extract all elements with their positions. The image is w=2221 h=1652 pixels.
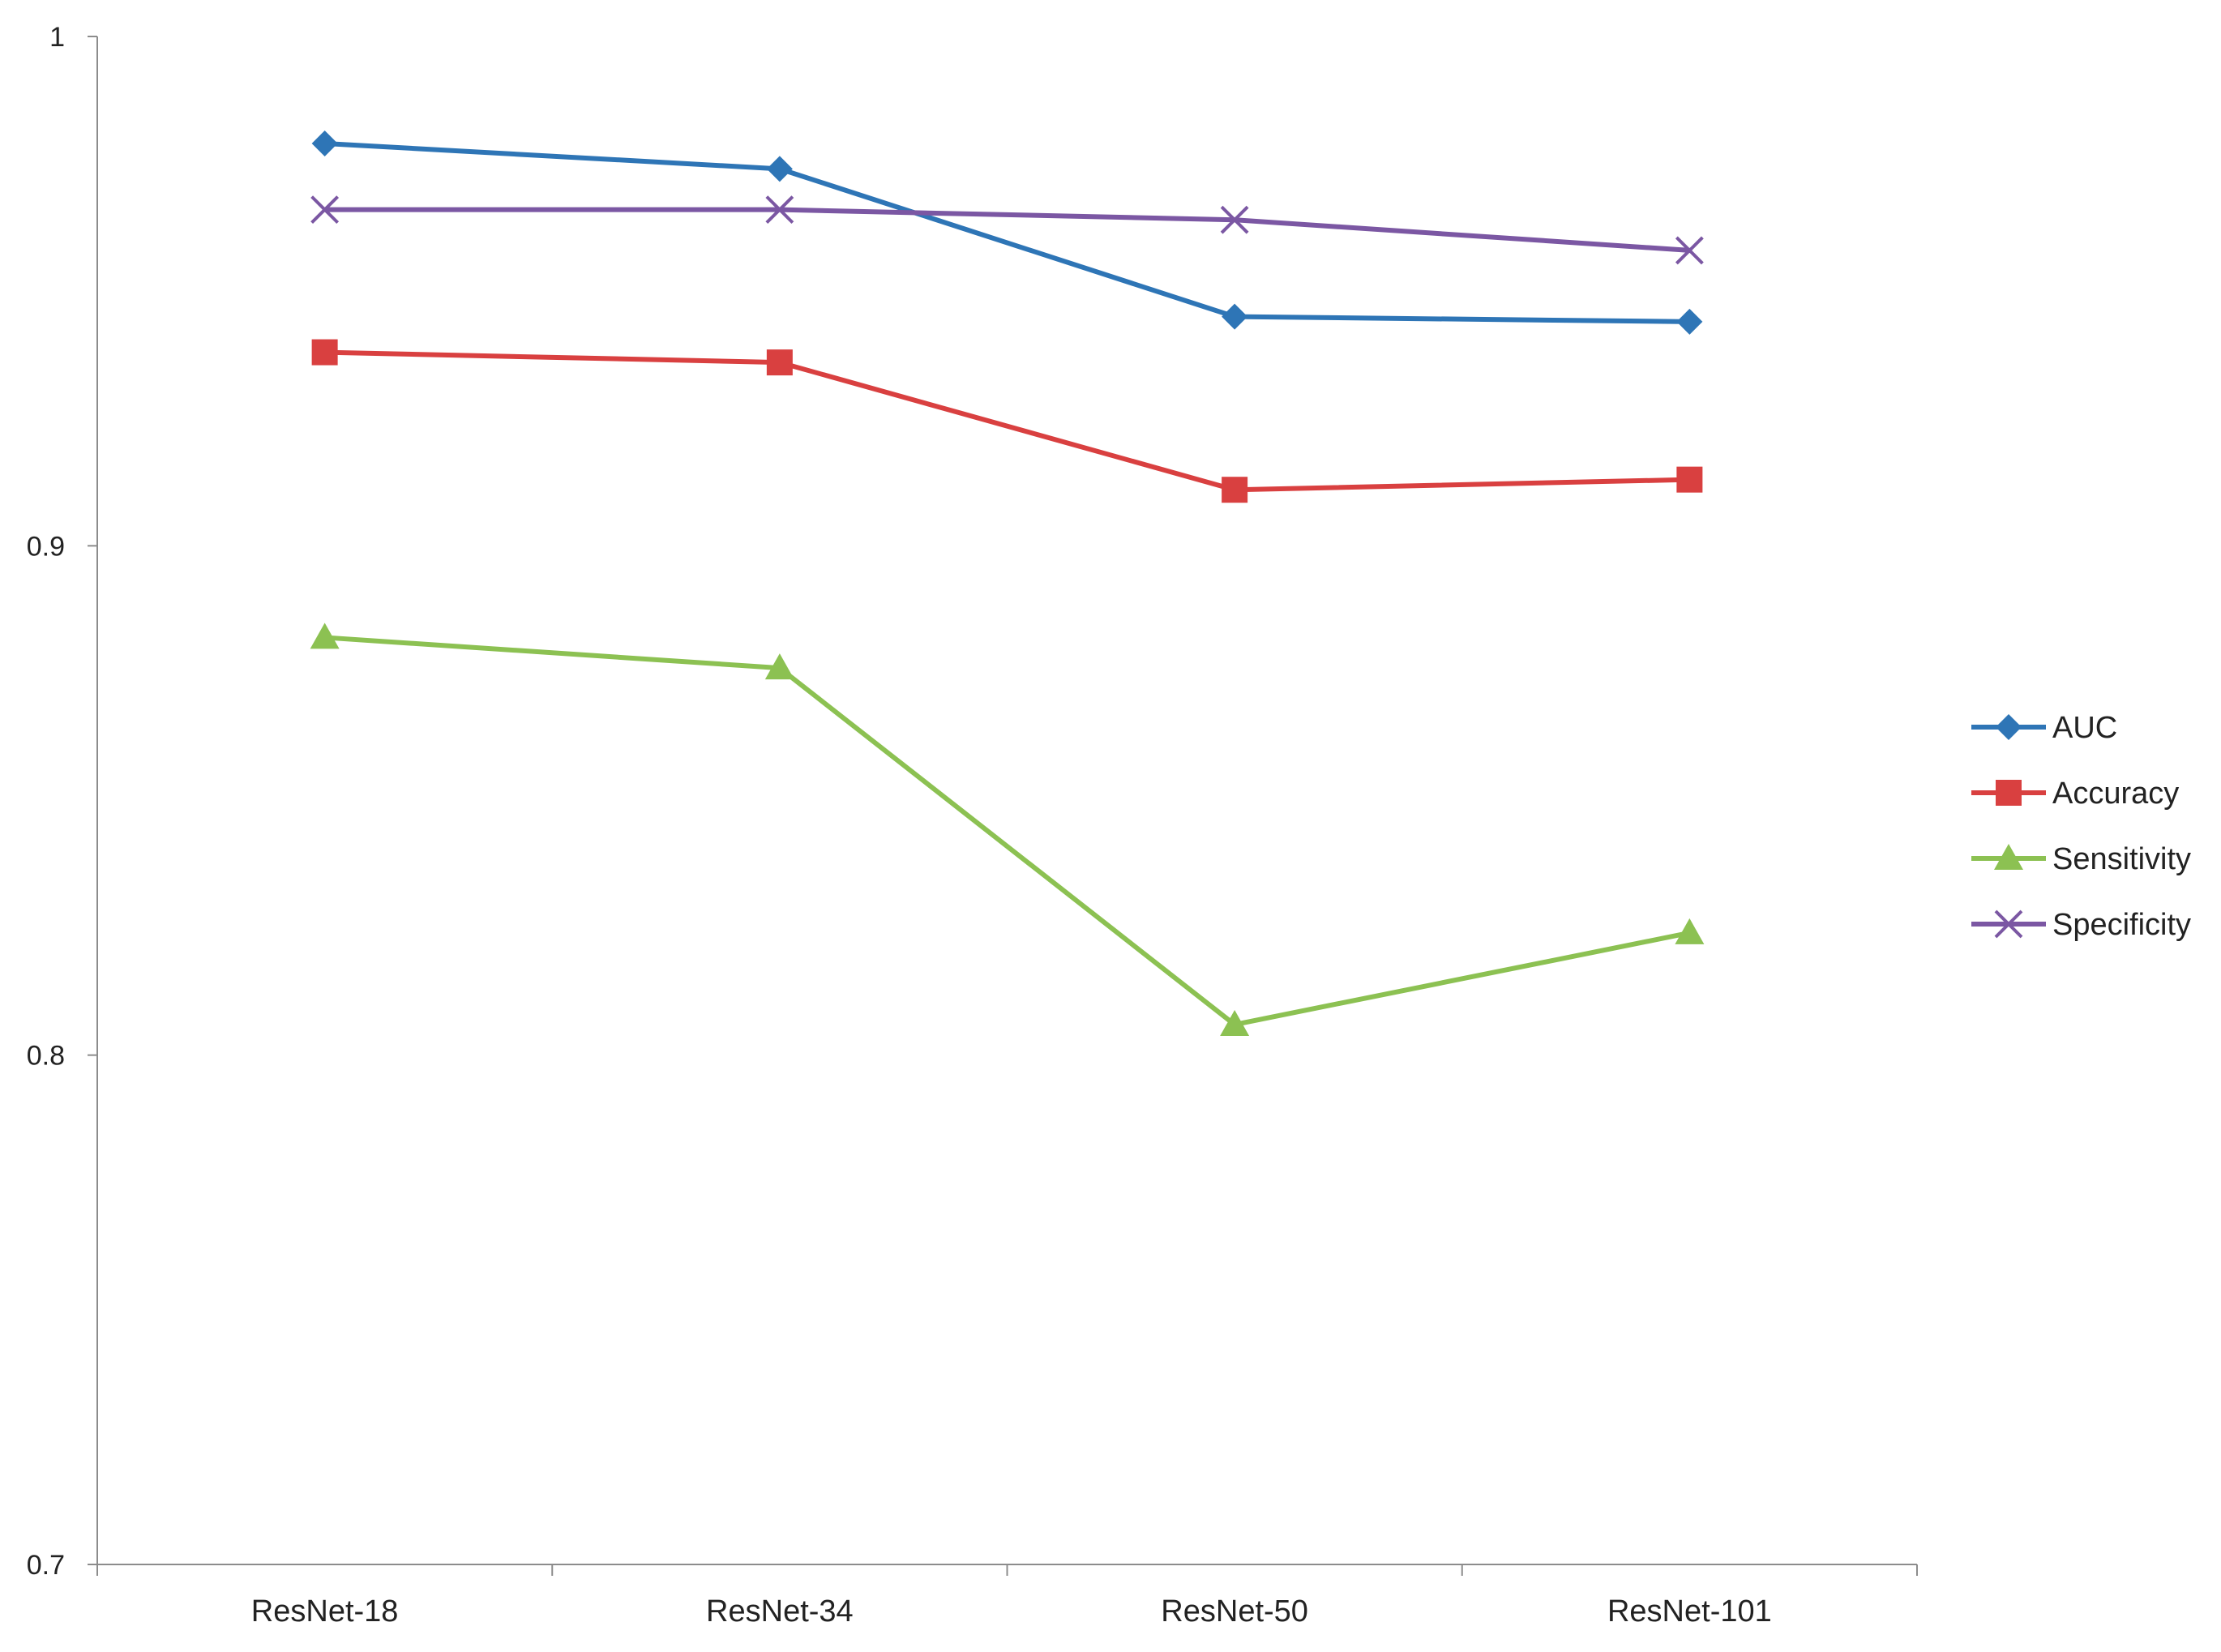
x-tick-label: ResNet-34 — [706, 1594, 854, 1628]
data-point-accuracy — [1676, 466, 1703, 493]
series-line-auc — [322, 140, 1692, 324]
data-point-accuracy — [766, 349, 793, 376]
legend-marker — [1994, 844, 2023, 870]
legend-item-auc: AUC — [1971, 711, 2117, 745]
y-tick-label: 0.8 — [27, 1041, 65, 1072]
series-sensitivity — [310, 623, 1705, 1036]
legend-marker — [1996, 714, 2022, 740]
data-point-accuracy — [311, 339, 338, 366]
legend-marker — [1996, 780, 2022, 806]
y-tick-label: 1 — [49, 22, 65, 53]
axes: 0.7 0.8 0.9 1 ResNet-18 ResNet-34 ResNet-50 Res… — [27, 22, 1918, 1628]
series-accuracy — [311, 339, 1703, 503]
legend: AUC Accuracy Sensitivity Specificity — [1971, 711, 2191, 942]
series-line-specificity — [322, 207, 1692, 253]
data-point-auc — [1222, 303, 1248, 330]
data-point-sensitivity — [1675, 918, 1705, 944]
x-tick-label: ResNet-50 — [1161, 1594, 1308, 1628]
data-point-specificity — [310, 195, 340, 225]
series-auc — [311, 130, 1703, 335]
series-line-sensitivity — [322, 635, 1692, 1027]
data-point-auc — [766, 156, 793, 182]
data-point-sensitivity — [1220, 1009, 1250, 1036]
data-point-specificity — [765, 195, 794, 225]
y-tick-label: 0.9 — [27, 531, 65, 562]
data-point-auc — [1676, 308, 1703, 335]
legend-label: Accuracy — [2052, 777, 2179, 811]
data-point-specificity — [1220, 205, 1249, 234]
legend-item-specificity: Specificity — [1971, 908, 2191, 942]
data-point-sensitivity — [764, 653, 794, 680]
data-point-accuracy — [1222, 477, 1248, 503]
data-point-sensitivity — [310, 623, 340, 649]
x-tick-label: ResNet-101 — [1607, 1594, 1772, 1628]
series-line-accuracy — [322, 349, 1692, 493]
data-point-auc — [311, 130, 338, 156]
plot-area — [310, 130, 1705, 1036]
series-specificity — [310, 195, 1704, 265]
legend-label: AUC — [2052, 711, 2117, 745]
legend-label: Specificity — [2052, 908, 2191, 942]
legend-label: Sensitivity — [2052, 842, 2191, 876]
legend-item-sensitivity: Sensitivity — [1971, 842, 2191, 876]
legend-item-accuracy: Accuracy — [1971, 777, 2179, 811]
data-point-specificity — [1675, 236, 1704, 265]
legend-marker — [1994, 909, 2023, 939]
y-tick-label: 0.7 — [27, 1550, 65, 1581]
x-tick-label: ResNet-18 — [251, 1594, 399, 1628]
